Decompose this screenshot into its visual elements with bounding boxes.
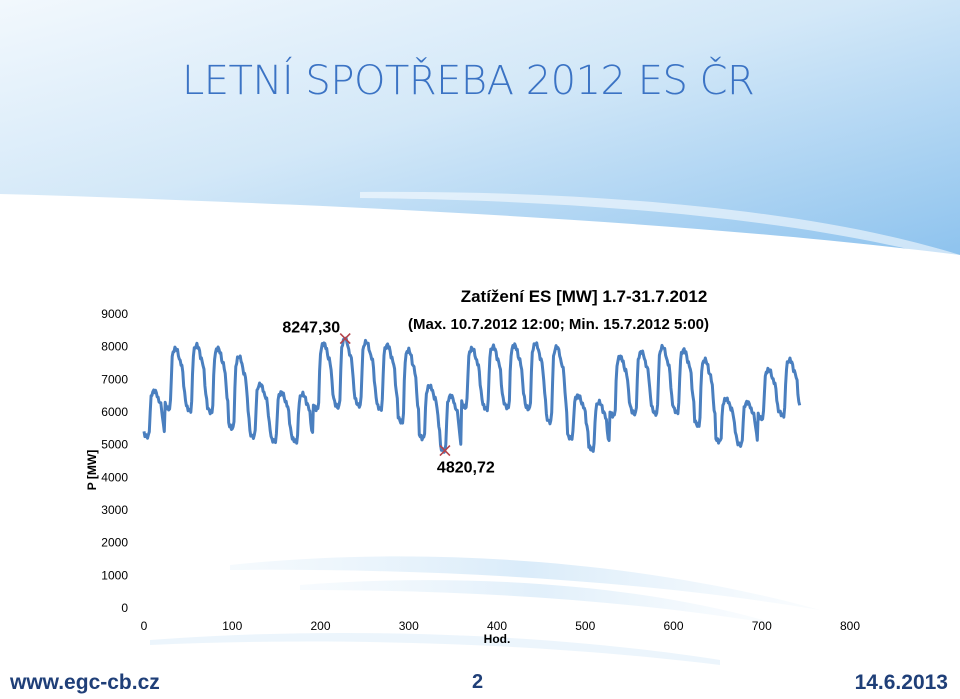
footer-website[interactable]: www.egc-cb.cz bbox=[10, 671, 160, 694]
y-tick-label: 4000 bbox=[101, 470, 128, 484]
slide-title: LETNÍ SPOTŘEBA 2012 ES ČR bbox=[182, 58, 755, 104]
annotations: 8247,30 4820,72 bbox=[282, 320, 495, 477]
y-tick-label: 0 bbox=[121, 601, 128, 615]
x-tick-label: 0 bbox=[141, 619, 148, 633]
y-tick-label: 1000 bbox=[101, 568, 128, 582]
x-tick-label: 300 bbox=[399, 619, 419, 633]
x-tick-label: 100 bbox=[222, 619, 242, 633]
y-axis-ticks: 0 1000 2000 3000 4000 5000 6000 7000 8000 9000 bbox=[101, 307, 128, 615]
y-tick-label: 7000 bbox=[101, 372, 128, 386]
x-tick-label: 600 bbox=[663, 619, 683, 633]
y-tick-label: 2000 bbox=[101, 536, 128, 550]
y-tick-label: 5000 bbox=[101, 438, 128, 452]
y-tick-label: 3000 bbox=[101, 503, 128, 517]
series-line-load bbox=[142, 336, 802, 454]
y-tick-label: 8000 bbox=[101, 340, 128, 354]
chart-title: Zatížení ES [MW] 1.7-31.7.2012 bbox=[461, 287, 708, 306]
page-number: 2 bbox=[472, 671, 484, 693]
y-tick-label: 6000 bbox=[101, 405, 128, 419]
annotation-label: 8247,30 bbox=[282, 320, 340, 337]
x-tick-label: 800 bbox=[840, 619, 860, 633]
annotation-marker bbox=[339, 333, 351, 345]
x-axis-ticks: 0 100 200 300 400 500 600 700 800 bbox=[141, 619, 861, 633]
annotation-marker bbox=[439, 444, 451, 457]
y-axis-title: P [MW] bbox=[85, 450, 99, 490]
x-axis-title: Hod. bbox=[484, 632, 511, 646]
x-tick-label: 200 bbox=[310, 619, 330, 633]
chart-subtitle: (Max. 10.7.2012 12:00; Min. 15.7.2012 5:… bbox=[408, 316, 709, 333]
x-tick-label: 700 bbox=[752, 619, 772, 633]
x-tick-label: 400 bbox=[487, 619, 507, 633]
footer-date: 14.6.2013 bbox=[854, 671, 948, 694]
annotation-label: 4820,72 bbox=[437, 460, 495, 477]
x-tick-label: 500 bbox=[575, 619, 595, 633]
y-tick-label: 9000 bbox=[101, 307, 128, 321]
